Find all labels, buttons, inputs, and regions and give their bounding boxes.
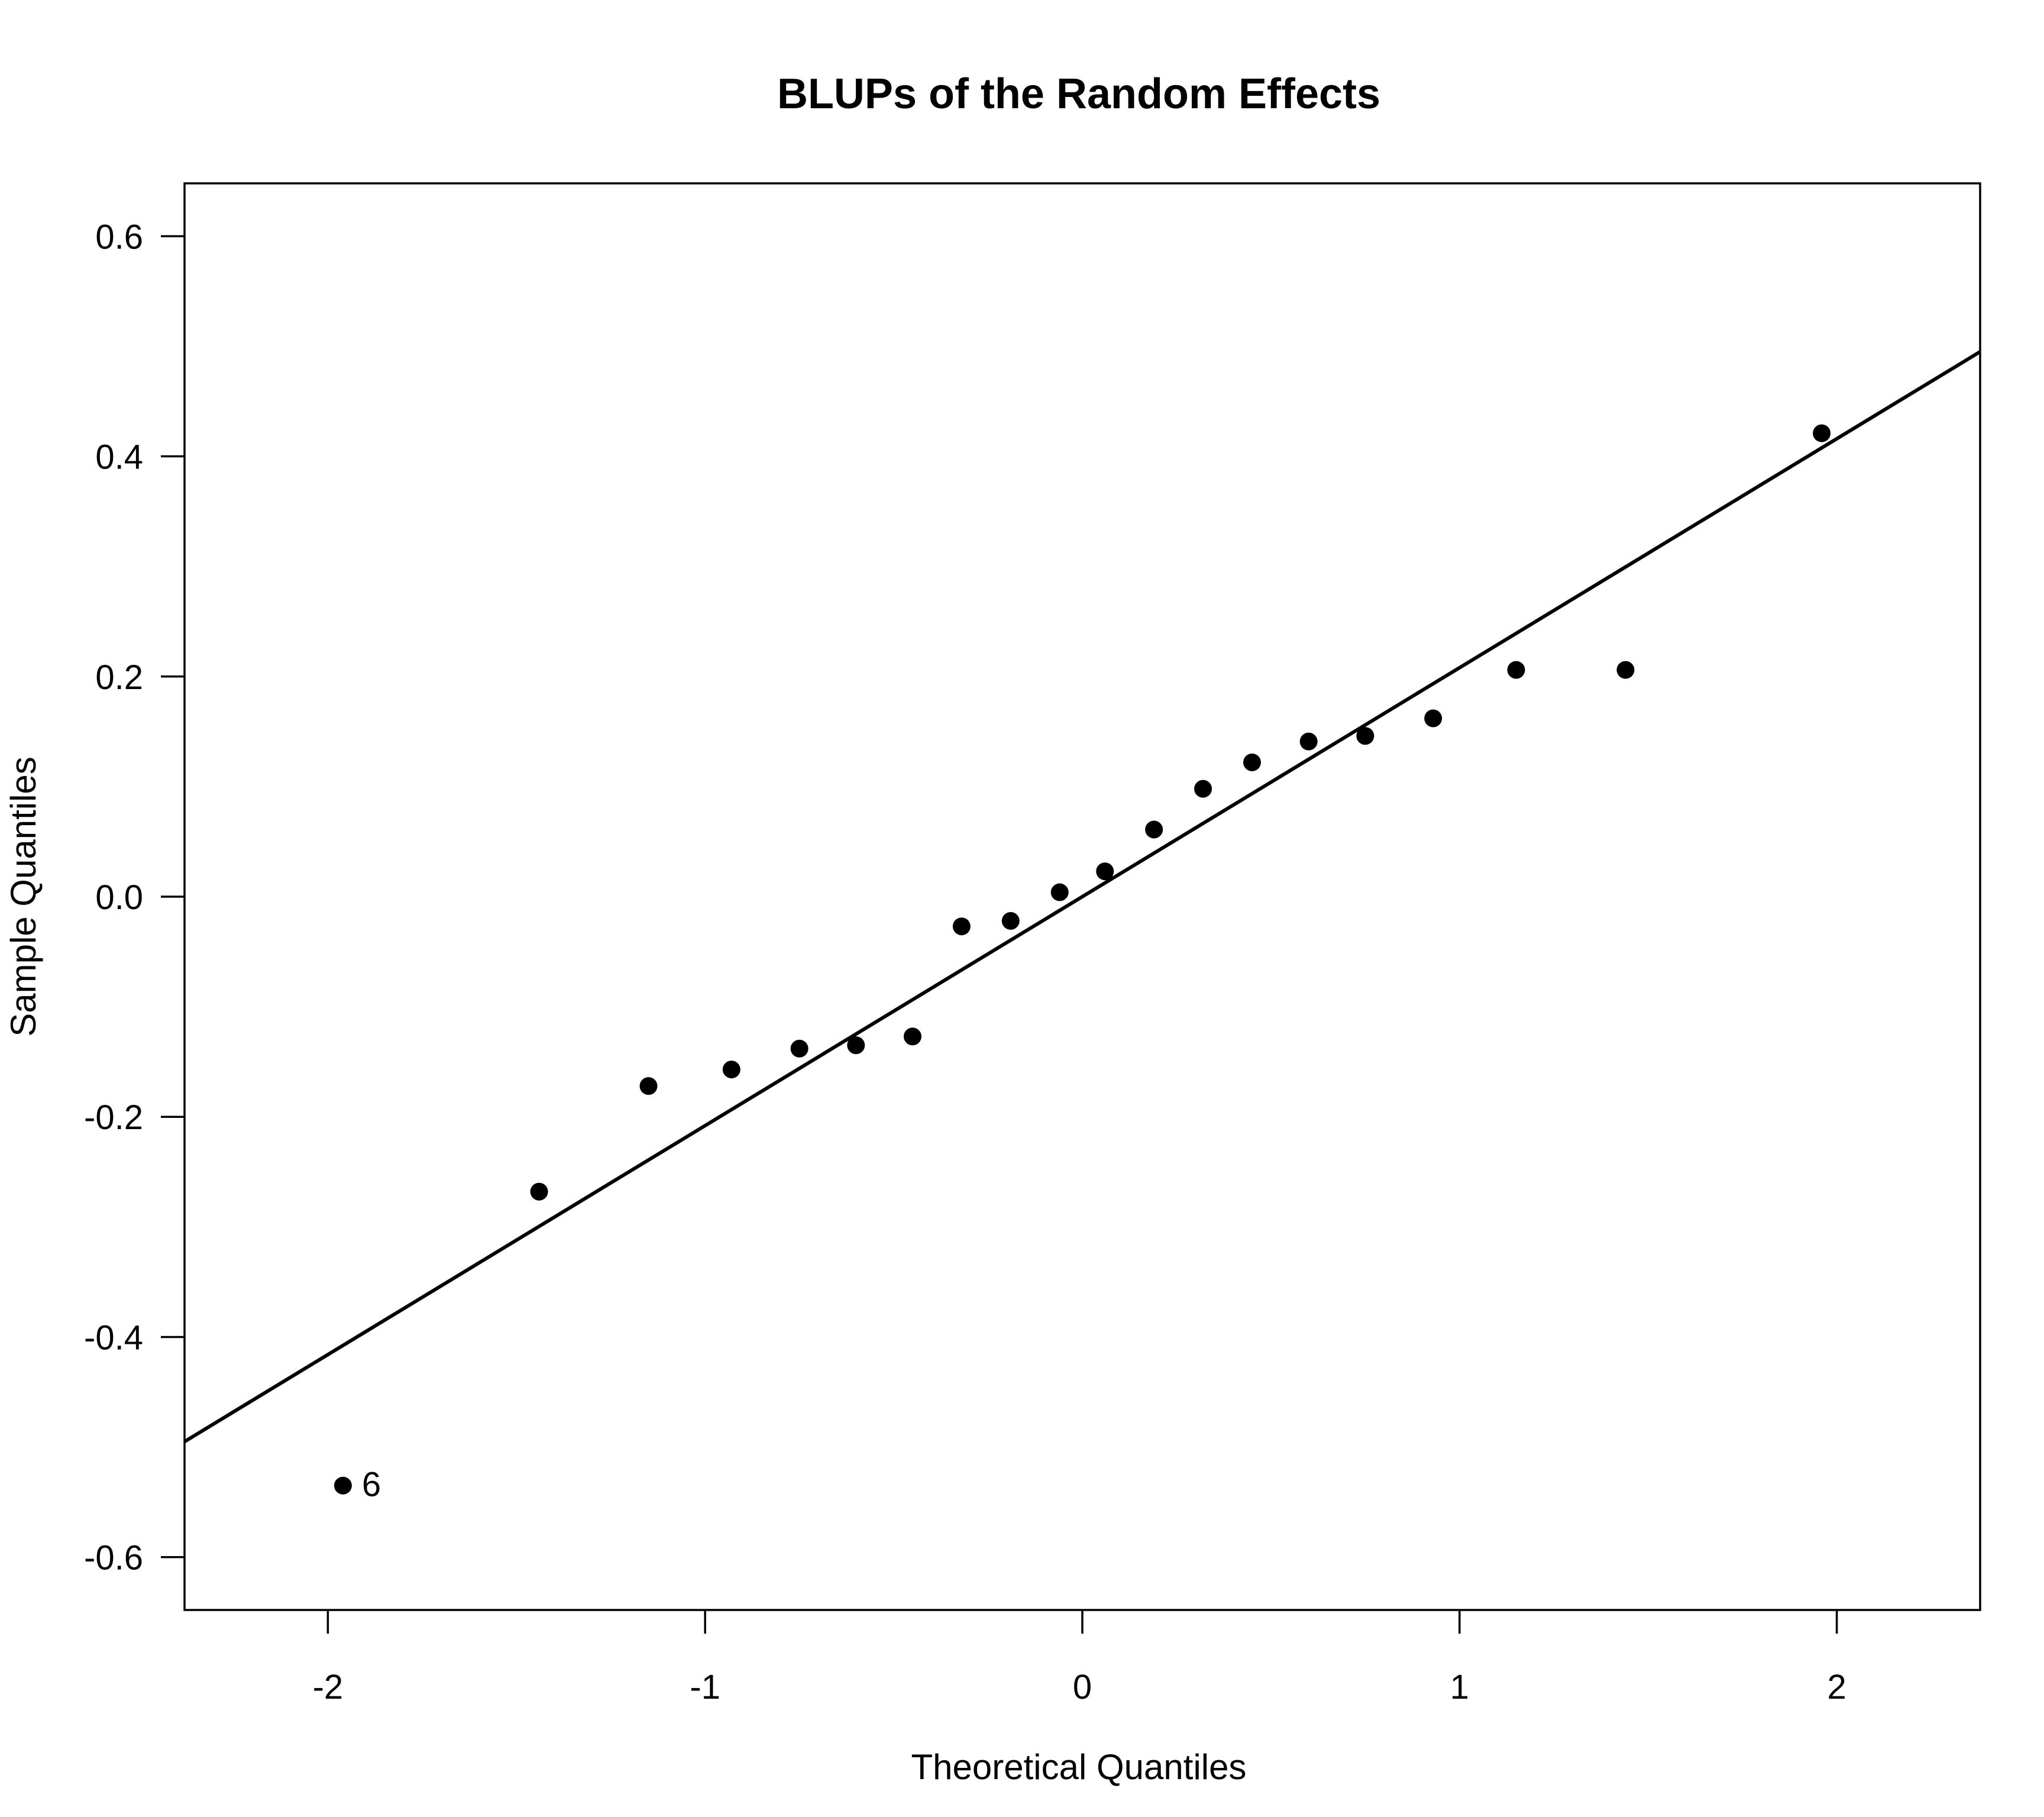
data-point	[1813, 424, 1831, 442]
data-point	[722, 1061, 740, 1079]
data-point	[1001, 911, 1020, 930]
y-tick-label: 0.0	[95, 878, 143, 917]
y-axis-label: Sample Quantiles	[4, 756, 43, 1037]
y-tick-label: -0.6	[84, 1539, 143, 1577]
y-tick-label: 0.6	[95, 218, 143, 256]
y-tick-label: -0.4	[84, 1318, 143, 1357]
y-tick-label: 0.4	[95, 438, 143, 477]
data-point	[847, 1036, 865, 1055]
data-point	[639, 1077, 658, 1095]
data-point	[1096, 862, 1114, 881]
data-point	[1507, 661, 1525, 679]
data-point	[903, 1027, 921, 1046]
plot-area: 6	[185, 350, 1980, 1504]
chart-title: BLUPs of the Random Effects	[777, 70, 1380, 118]
data-point	[1194, 780, 1212, 798]
x-tick-label: 0	[1073, 1668, 1092, 1706]
x-axis-label: Theoretical Quantiles	[911, 1747, 1247, 1787]
y-tick-label: 0.2	[95, 658, 143, 697]
y-tick-label: -0.2	[84, 1098, 143, 1137]
data-point	[952, 917, 971, 936]
x-tick-label: -1	[690, 1668, 720, 1706]
data-point	[1299, 732, 1318, 751]
data-point	[1243, 753, 1262, 771]
qq-reference-line	[185, 350, 1980, 1443]
data-point	[790, 1039, 808, 1058]
data-point	[1616, 661, 1635, 679]
x-tick-label: -2	[313, 1668, 344, 1706]
data-point	[1050, 883, 1069, 901]
data-point	[530, 1182, 548, 1201]
data-point	[1145, 820, 1163, 839]
data-point	[334, 1476, 352, 1495]
data-point	[1356, 727, 1374, 745]
axes: -2 -1 0 1 2 -0.6 -0.4 -0.2 0.0 0.2 0.4 0.6	[84, 182, 1981, 1706]
data-point	[1424, 709, 1443, 728]
x-tick-label: 1	[1450, 1668, 1469, 1706]
x-tick-label: 2	[1827, 1668, 1846, 1706]
point-annotation: 6	[362, 1466, 381, 1504]
